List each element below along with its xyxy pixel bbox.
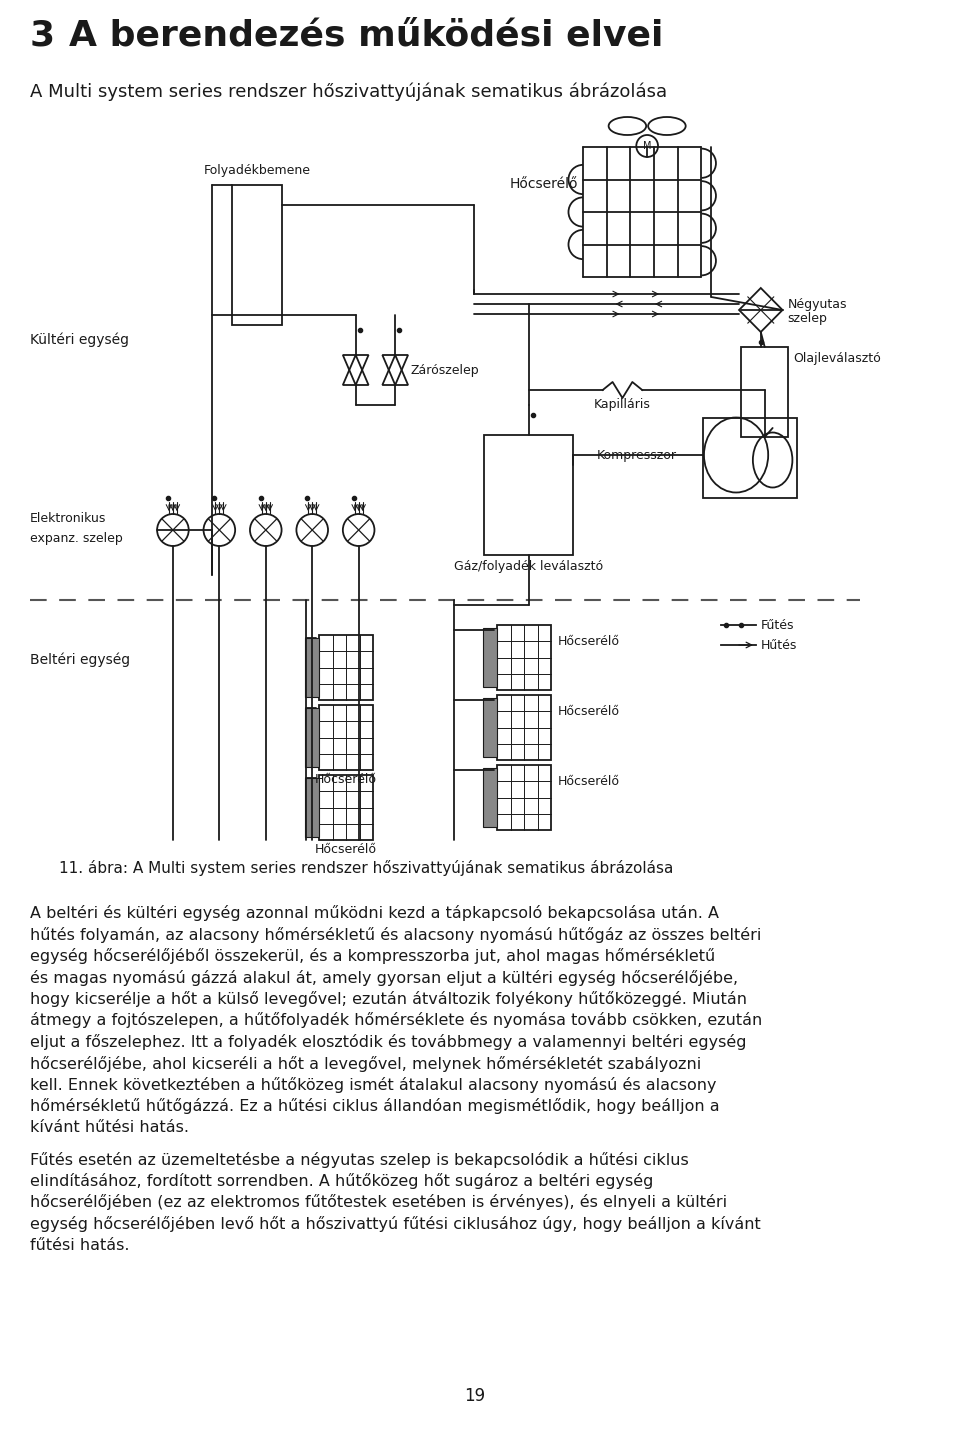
Text: hogy kicserélje a hőt a külső levegővel; ezután átváltozik folyékony hűtőközeggé: hogy kicserélje a hőt a külső levegővel;… — [30, 991, 747, 1007]
Bar — [741, 347, 788, 438]
Bar — [497, 625, 551, 691]
Text: A beltéri és kültéri egység azonnal működni kezd a tápkapcsoló bekapcsolása után: A beltéri és kültéri egység azonnal műkö… — [30, 905, 719, 921]
Bar — [319, 635, 373, 701]
Text: Hőcserélő: Hőcserélő — [510, 177, 578, 192]
Text: és magas nyomású gázzá alakul át, amely gyorsan eljut a kültéri egység hőcserélő: és magas nyomású gázzá alakul át, amely … — [30, 970, 738, 985]
Text: fűtési hatás.: fűtési hatás. — [30, 1237, 130, 1253]
Bar — [497, 765, 551, 829]
Text: Hőcserélő: Hőcserélő — [315, 844, 377, 857]
Text: hőcserélőjében (ez az elektromos fűtőtestek esetében is érvényes), és elnyeli a : hőcserélőjében (ez az elektromos fűtőtes… — [30, 1194, 727, 1211]
Bar — [484, 435, 573, 555]
Text: Folyadékbemene: Folyadékbemene — [204, 164, 310, 177]
Text: egység hőcserélőjében levő hőt a hőszivattyú fűtési ciklusához úgy, hogy beálljo: egység hőcserélőjében levő hőt a hősziva… — [30, 1216, 760, 1233]
Bar — [232, 184, 281, 325]
Text: 3: 3 — [30, 19, 55, 51]
Text: Beltéri egység: Beltéri egység — [30, 652, 130, 668]
Text: Kompresszor: Kompresszor — [597, 449, 677, 462]
Text: 19: 19 — [464, 1387, 485, 1406]
Text: elindításához, fordított sorrendben. A hűtőközeg hőt sugároz a beltéri egység: elindításához, fordított sorrendben. A h… — [30, 1173, 653, 1188]
Text: A berendezés működési elvei: A berendezés működési elvei — [69, 19, 663, 51]
Text: Fűtés esetén az üzemeltetésbe a négyutas szelep is bekapcsolódik a hűtési ciklus: Fűtés esetén az üzemeltetésbe a négyutas… — [30, 1151, 688, 1167]
Text: expanz. szelep: expanz. szelep — [30, 532, 122, 545]
Bar — [704, 418, 798, 498]
Text: 11. ábra: A Multi system series rendszer hőszivattyújának sematikus ábrázolása: 11. ábra: A Multi system series rendszer… — [60, 859, 674, 877]
Text: Hőcserélő: Hőcserélő — [558, 635, 620, 648]
Text: A Multi system series rendszer hőszivattyújának sematikus ábrázolása: A Multi system series rendszer hőszivatt… — [30, 82, 667, 100]
Bar — [319, 705, 373, 769]
Bar — [319, 775, 373, 839]
Bar — [305, 708, 319, 766]
Text: Olajleválasztó: Olajleválasztó — [793, 352, 881, 365]
Bar — [483, 768, 497, 827]
Text: átmegy a fojtószelepen, a hűtőfolyadék hőmérséklete és nyomása tovább csökken, e: átmegy a fojtószelepen, a hűtőfolyadék h… — [30, 1012, 762, 1028]
Bar — [483, 698, 497, 756]
Text: Gáz/folyadék leválasztó: Gáz/folyadék leválasztó — [454, 561, 603, 573]
Text: Zárószelep: Zárószelep — [410, 363, 479, 376]
Bar — [305, 778, 319, 837]
Text: Hűtés: Hűtés — [760, 639, 797, 652]
Text: egység hőcserélőjéből összekerül, és a kompresszorba jut, ahol magas hőmérséklet: egység hőcserélőjéből összekerül, és a k… — [30, 948, 715, 964]
Text: hűtés folyamán, az alacsony hőmérsékletű és alacsony nyomású hűtőgáz az összes b: hűtés folyamán, az alacsony hőmérsékletű… — [30, 927, 761, 942]
Text: Kapilláris: Kapilláris — [594, 398, 651, 410]
Bar — [497, 695, 551, 759]
Bar — [483, 628, 497, 686]
Text: Fűtés: Fűtés — [760, 619, 794, 632]
Text: hőcserélőjébe, ahol kicseréli a hőt a levegővel, melynek hőmérsékletét szabályoz: hőcserélőjébe, ahol kicseréli a hőt a le… — [30, 1055, 701, 1071]
Text: kívánt hűtési hatás.: kívánt hűtési hatás. — [30, 1120, 189, 1135]
Text: eljut a főszelephez. Itt a folyadék elosztódik és továbbmegy a valamennyi beltér: eljut a főszelephez. Itt a folyadék elos… — [30, 1034, 746, 1050]
Bar — [305, 638, 319, 696]
Text: kell. Ennek következtében a hűtőközeg ismét átalakul alacsony nyomású és alacson: kell. Ennek következtében a hűtőközeg is… — [30, 1077, 716, 1093]
Text: Kültéri egység: Kültéri egység — [30, 333, 129, 347]
Text: Elektronikus: Elektronikus — [30, 512, 106, 525]
Text: hőmérsékletű hűtőgázzá. Ez a hűtési ciklus állandóan megismétlődik, hogy beálljo: hőmérsékletű hűtőgázzá. Ez a hűtési cikl… — [30, 1098, 719, 1114]
Text: Hőcserélő: Hőcserélő — [558, 705, 620, 718]
Text: szelep: szelep — [787, 312, 828, 325]
Text: M: M — [643, 142, 652, 152]
Text: Négyutas: Négyutas — [787, 297, 847, 310]
Text: Hőcserélő: Hőcserélő — [558, 775, 620, 788]
Text: Hőcserélő: Hőcserélő — [315, 774, 377, 786]
